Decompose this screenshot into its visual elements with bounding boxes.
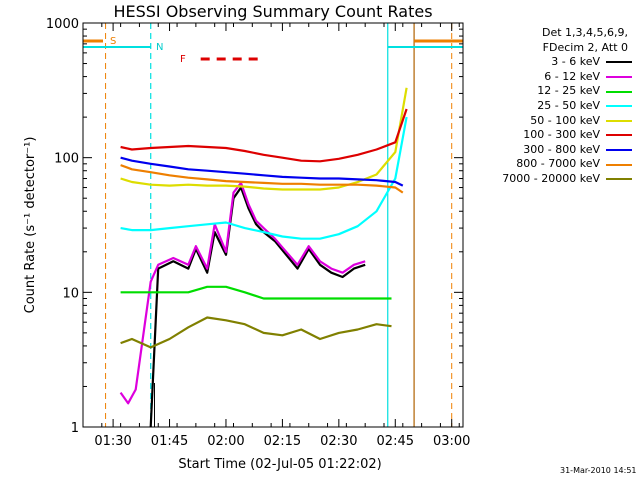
annotation-labels: S N F xyxy=(110,36,186,65)
legend-item: 300 - 800 keV xyxy=(476,143,636,158)
legend-label: 6 - 12 keV xyxy=(544,69,600,83)
plot-frame xyxy=(82,22,464,428)
legend-item: 7000 - 20000 keV xyxy=(476,172,636,187)
legend-header-line-2: FDecim 2, Att 0 xyxy=(542,40,628,54)
legend-label: 7000 - 20000 keV xyxy=(502,171,600,185)
legend-item: 25 - 50 keV xyxy=(476,99,636,114)
x-tick-label: 02:30 xyxy=(320,434,357,449)
legend-item: 6 - 12 keV xyxy=(476,70,636,85)
x-tick-label: 01:30 xyxy=(94,434,131,449)
y-tick-label: 1000 xyxy=(46,17,79,32)
x-tick-label: 01:45 xyxy=(151,434,188,449)
chart-title: HESSI Observing Summary Count Rates xyxy=(113,2,432,21)
legend-item: 3 - 6 keV xyxy=(476,55,636,70)
legend-item: 12 - 25 keV xyxy=(476,84,636,99)
x-axis-ticks: 01:30 01:45 02:00 02:15 02:30 02:45 03:00 xyxy=(82,23,470,449)
legend-swatch xyxy=(606,105,632,108)
legend-label: 25 - 50 keV xyxy=(537,98,600,112)
x-tick-label: 02:15 xyxy=(264,434,301,449)
x-tick-label: 03:00 xyxy=(433,434,470,449)
marker-lines xyxy=(83,23,463,427)
legend-label: 100 - 300 keV xyxy=(523,128,600,142)
legend-label: 50 - 100 keV xyxy=(530,113,600,127)
y-tick-label: 1 xyxy=(71,421,79,436)
series-line-3-6-kev xyxy=(149,186,366,428)
legend-label: 300 - 800 keV xyxy=(523,142,600,156)
series-line-25-50-kev xyxy=(120,116,408,240)
series-line-7000-20000-kev xyxy=(120,316,392,349)
y-tick-label: 100 xyxy=(54,152,79,167)
series-line-12-25-kev xyxy=(120,285,392,300)
series-lines xyxy=(119,87,408,428)
series-line-800-7000-kev xyxy=(120,164,404,194)
series-line-100-300-kev xyxy=(120,108,408,163)
legend-swatch xyxy=(606,163,632,166)
annotation-f: F xyxy=(180,54,186,65)
legend-label: 12 - 25 keV xyxy=(537,84,600,98)
legend-swatch xyxy=(606,90,632,93)
x-tick-label: 02:00 xyxy=(207,434,244,449)
annotation-s: S xyxy=(110,36,116,47)
legend-item: 50 - 100 keV xyxy=(476,114,636,129)
y-axis-label: Count Rate (s⁻¹ detector⁻¹) xyxy=(23,137,38,314)
legend-header-line-1: Det 1,3,4,5,6,9, xyxy=(541,26,628,39)
legend-swatch xyxy=(606,134,632,137)
legend-label: 3 - 6 keV xyxy=(551,55,600,69)
x-axis-label: Start Time (02-Jul-05 01:22:02) xyxy=(178,457,381,472)
annotation-n: N xyxy=(156,42,163,53)
legend: Det 1,3,4,5,6,9, FDecim 2, Att 0 3 - 6 k… xyxy=(476,26,636,187)
y-tick-label: 10 xyxy=(62,286,79,301)
y-axis-ticks: 1 10 100 1000 xyxy=(46,17,463,436)
legend-swatch xyxy=(606,119,632,122)
series-line-300-800-kev xyxy=(120,156,404,187)
legend-item: 800 - 7000 keV xyxy=(476,157,636,172)
legend-item: 100 - 300 keV xyxy=(476,128,636,143)
legend-label: 800 - 7000 keV xyxy=(516,157,600,171)
legend-swatch xyxy=(606,61,632,64)
x-tick-label: 02:45 xyxy=(377,434,414,449)
legend-swatch xyxy=(606,178,632,181)
date-stamp: 31-Mar-2010 14:51 xyxy=(560,466,637,475)
legend-swatch xyxy=(606,149,632,152)
legend-swatch xyxy=(606,76,632,79)
